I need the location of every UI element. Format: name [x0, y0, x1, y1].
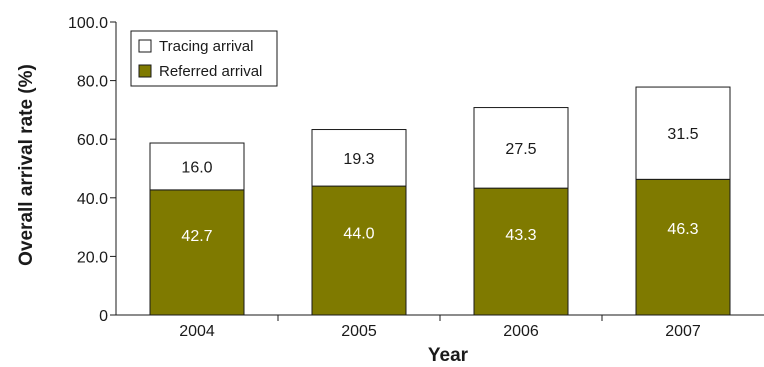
- bar-segment: [473, 107, 569, 189]
- legend-label: Tracing arrival: [159, 38, 253, 55]
- y-tick-label: 60.0: [77, 132, 108, 149]
- x-tick-label: 2004: [179, 323, 215, 340]
- bar-segment: [473, 187, 569, 316]
- bar-segment: [149, 189, 245, 316]
- data-label: 19.3: [343, 151, 374, 168]
- data-label: 16.0: [181, 159, 212, 176]
- legend-label: Referred arrival: [159, 63, 262, 80]
- data-label: 43.3: [505, 227, 536, 244]
- data-label: 31.5: [667, 126, 698, 143]
- legend-swatch: [138, 39, 152, 53]
- y-tick-label: 20.0: [77, 249, 108, 266]
- y-axis-title: Overall arrival rate (%): [16, 64, 37, 266]
- bar-segment: [311, 185, 407, 316]
- bar-segment: [635, 86, 731, 180]
- data-label: 27.5: [505, 141, 536, 158]
- y-tick-label: 80.0: [77, 74, 108, 91]
- y-tick-label: 40.0: [77, 191, 108, 208]
- y-axis: 0 20.0 40.0 60.0 80.0 100.0: [68, 15, 117, 325]
- bar-segment: [311, 129, 407, 187]
- data-label: 44.0: [343, 225, 374, 242]
- x-axis: 2004 2005 2006 2007: [116, 314, 764, 340]
- data-label: 46.3: [667, 221, 698, 238]
- data-label: 42.7: [181, 228, 212, 245]
- bars: 42.7 16.0 44.0 19.3 43.3 27.5 46.3 31.5: [149, 86, 731, 316]
- x-tick-label: 2006: [503, 323, 539, 340]
- bar-segment: [149, 142, 245, 191]
- bar-segment: [635, 178, 731, 316]
- x-tick-label: 2005: [341, 323, 377, 340]
- x-tick-label: 2007: [665, 323, 701, 340]
- y-tick-label: 100.0: [68, 15, 108, 32]
- legend-box: [130, 30, 278, 87]
- legend-swatch: [138, 64, 152, 78]
- y-tick-label: 0: [99, 308, 108, 325]
- legend: Tracing arrival Referred arrival: [130, 30, 278, 87]
- x-axis-title: Year: [428, 345, 469, 366]
